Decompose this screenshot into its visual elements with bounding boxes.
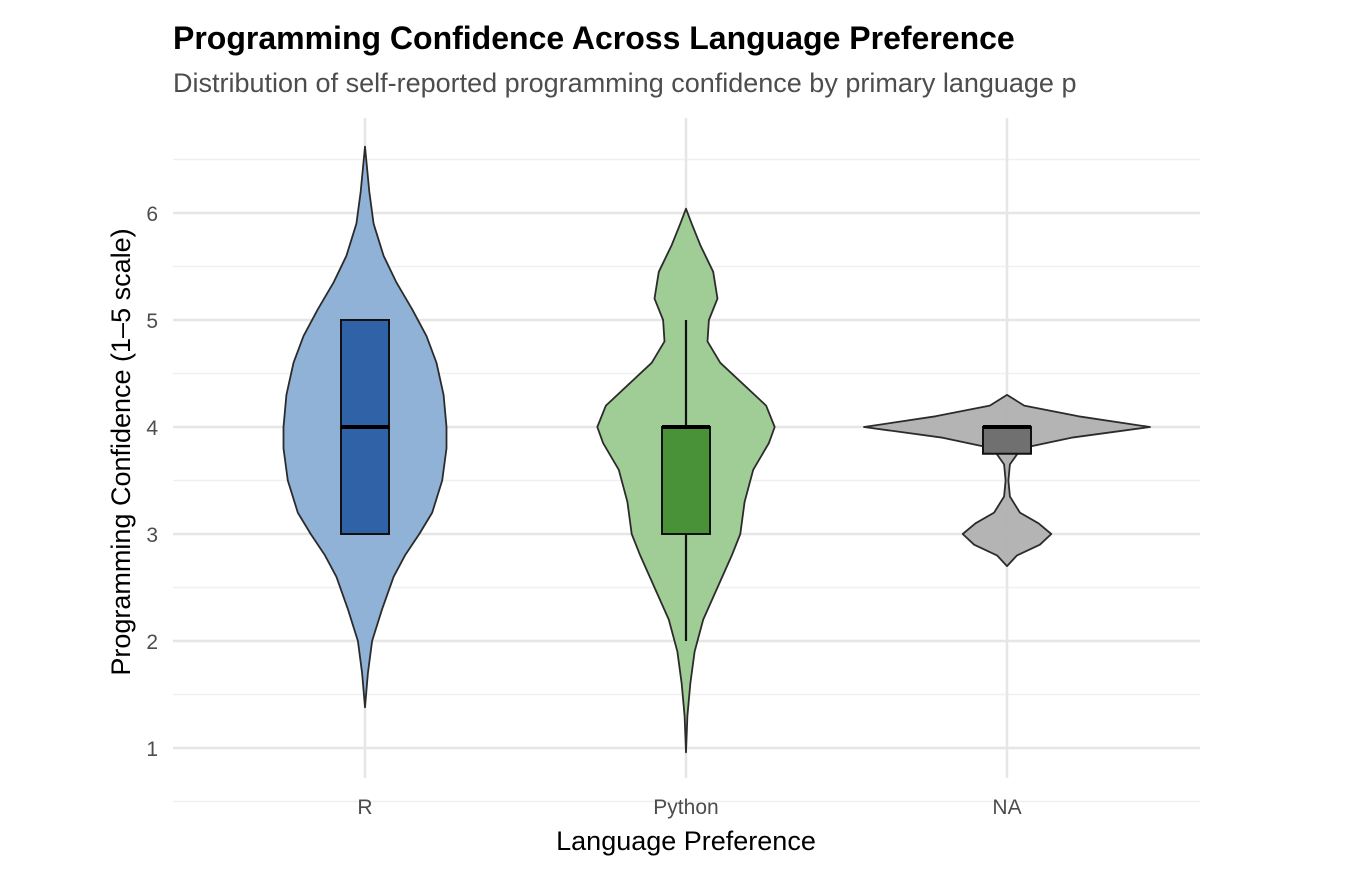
y-tick-label: 5 bbox=[146, 310, 158, 333]
box-na bbox=[982, 426, 1032, 455]
y-tick-label: 3 bbox=[146, 524, 158, 547]
y-axis-ticks: 1 2 3 4 5 6 bbox=[146, 203, 158, 761]
x-axis-title: Language Preference bbox=[556, 826, 816, 856]
plot-marks bbox=[282, 145, 1151, 754]
violin-na bbox=[863, 394, 1151, 567]
y-tick-label: 6 bbox=[146, 203, 158, 226]
chart-subtitle: Distribution of self-reported programmin… bbox=[173, 68, 1077, 98]
box-python bbox=[661, 426, 711, 535]
x-tick-label: R bbox=[357, 796, 372, 819]
x-tick-label: NA bbox=[992, 796, 1021, 819]
chart-title: Programming Confidence Across Language P… bbox=[173, 20, 1015, 56]
x-axis-ticks: R Python NA bbox=[357, 796, 1021, 819]
y-tick-label: 2 bbox=[146, 631, 158, 654]
x-tick-label: Python bbox=[653, 796, 718, 819]
y-tick-label: 1 bbox=[146, 738, 158, 761]
y-tick-label: 4 bbox=[146, 417, 158, 440]
y-axis-title: Programming Confidence (1–5 scale) bbox=[106, 228, 136, 675]
